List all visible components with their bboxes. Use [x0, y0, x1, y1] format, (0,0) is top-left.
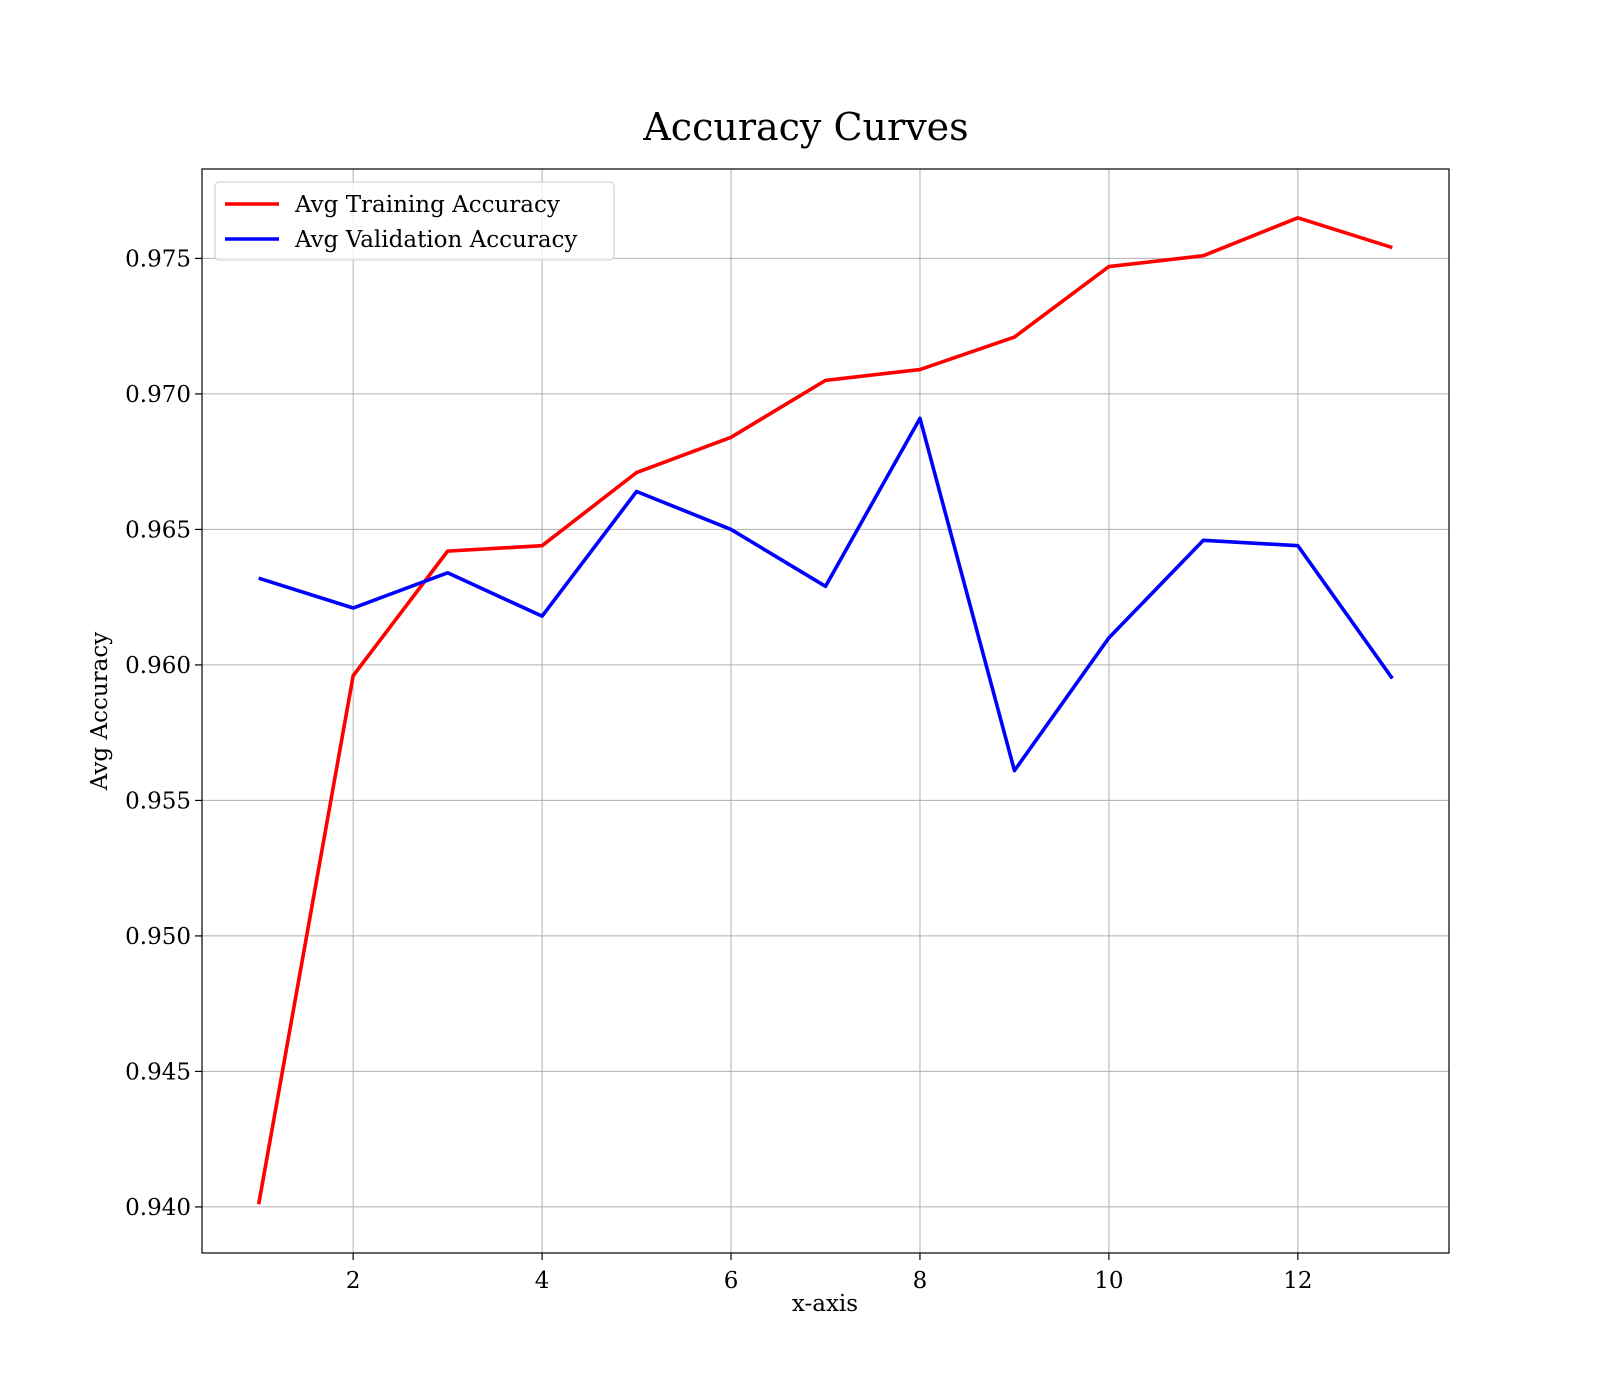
series-line-1 [258, 416, 1394, 773]
plot-area-frame [201, 168, 1450, 1254]
y-tick-label: 0.965 [125, 517, 191, 543]
series-line-0 [256, 215, 1393, 1205]
y-axis-ticks: 0.940 0.945 0.950 0.955 0.960 0.965 0.970 0.975 [125, 246, 202, 1221]
x-tick-label: 10 [1094, 1268, 1123, 1294]
y-tick-label: 0.955 [125, 788, 191, 814]
y-tick-label: 0.975 [125, 246, 191, 272]
x-axis-ticks: 2 4 6 8 10 12 [346, 1253, 1312, 1294]
x-tick-label: 6 [724, 1268, 739, 1294]
legend: Avg Training Accuracy Avg Validation Accu… [214, 181, 615, 261]
chart-title: Accuracy Curves [642, 105, 968, 149]
x-axis-label: x-axis [792, 1291, 858, 1317]
series-lines [256, 215, 1394, 1205]
y-tick-label: 0.940 [125, 1195, 191, 1221]
x-tick-label: 12 [1283, 1268, 1312, 1294]
y-tick-label: 0.960 [125, 653, 191, 679]
y-tick-label: 0.945 [125, 1059, 191, 1085]
legend-box [214, 181, 615, 261]
y-tick-label: 0.970 [125, 382, 191, 408]
legend-label: Avg Training Accuracy [294, 192, 560, 218]
y-tick-label: 0.950 [125, 924, 191, 950]
y-axis-label: Avg Accuracy [87, 632, 113, 791]
x-tick-label: 2 [346, 1268, 361, 1294]
x-tick-label: 8 [913, 1268, 928, 1294]
x-tick-label: 4 [535, 1268, 550, 1294]
legend-label: Avg Validation Accuracy [294, 227, 577, 253]
grid-lines [202, 169, 1449, 1253]
